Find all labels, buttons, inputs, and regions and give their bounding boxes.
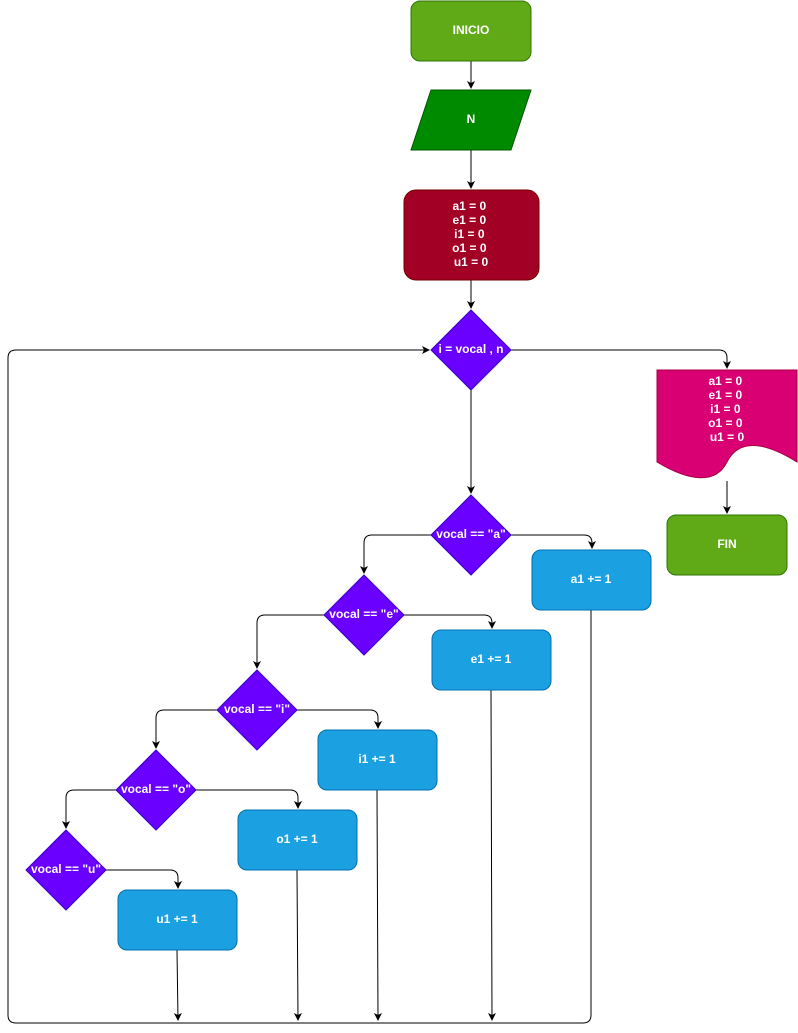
cond-i-label: vocal == "i" — [224, 702, 290, 716]
inc-o-label: o1 += 1 — [276, 832, 318, 846]
output-line: e1 = 0 — [708, 388, 742, 402]
output-line: o1 = 0 — [708, 416, 743, 430]
edge-inc-u-down — [173, 949, 182, 1021]
inc-i-node: i1 += 1 — [317, 729, 438, 791]
edge-cond-i-inc-i — [297, 709, 382, 729]
init-line: u1 = 0 — [454, 255, 489, 269]
init-label: a1 = 0 e1 = 0 i1 = 0 o1 = 0 u1 = 0 — [452, 199, 490, 269]
init-line: o1 = 0 — [452, 241, 487, 255]
init-line: a1 = 0 — [452, 199, 486, 213]
cond-o-node: vocal == "o" — [115, 749, 197, 831]
cond-e-node: vocal == "e" — [323, 574, 405, 656]
inc-i-shape — [317, 729, 438, 791]
edge-inc-o-down — [293, 869, 302, 1021]
input-node: N — [410, 89, 532, 151]
end-label: FIN — [717, 537, 736, 551]
inc-i-label: i1 += 1 — [358, 752, 396, 766]
output-line: i1 = 0 — [710, 402, 741, 416]
cond-u-node: vocal == "u" — [25, 829, 107, 911]
output-label: a1 = 0 e1 = 0 i1 = 0 o1 = 0 u1 = 0 — [708, 374, 746, 444]
cond-o-shape — [115, 749, 197, 831]
output-shape — [656, 369, 798, 479]
edge-cond-a-cond-e — [360, 534, 431, 574]
start-node: INICIO — [410, 0, 532, 62]
output-node: a1 = 0 e1 = 0 i1 = 0 o1 = 0 u1 = 0 — [656, 369, 798, 479]
edge-cond-o-cond-u — [62, 789, 116, 829]
end-shape — [666, 514, 788, 576]
cond-i-node: vocal == "i" — [216, 669, 298, 751]
edge-cond-i-cond-o — [152, 709, 217, 749]
cond-i-shape — [216, 669, 298, 751]
inc-o-node: o1 += 1 — [237, 809, 358, 871]
init-line: e1 = 0 — [452, 213, 486, 227]
loop-node: i = vocal , n — [430, 309, 512, 391]
loop-shape — [430, 309, 512, 391]
cond-e-shape — [323, 574, 405, 656]
init-line: i1 = 0 — [454, 227, 485, 241]
loop-label: i = vocal , n — [438, 342, 503, 356]
edge-inc-e-down — [487, 689, 496, 1021]
cond-a-label: vocal == "a" — [436, 527, 505, 541]
inc-e-node: e1 += 1 — [431, 629, 552, 691]
edge-cond-u-inc-u — [106, 869, 182, 889]
inc-a-shape — [531, 549, 652, 611]
edge-cond-e-inc-e — [404, 614, 496, 629]
edges — [7, 61, 731, 1024]
input-shape — [410, 89, 532, 151]
edge-cond-o-inc-o — [196, 789, 302, 809]
start-label: INICIO — [453, 23, 490, 37]
inc-o-shape — [237, 809, 358, 871]
edge-cond-a-inc-a — [511, 534, 596, 549]
end-node: FIN — [666, 514, 788, 576]
cond-a-node: vocal == "a" — [430, 494, 512, 576]
start-shape — [410, 0, 532, 62]
edge-loop-back — [7, 346, 592, 1024]
inc-e-label: e1 += 1 — [471, 652, 512, 666]
cond-u-label: vocal == "u" — [31, 862, 101, 876]
cond-u-shape — [25, 829, 107, 911]
output-line: u1 = 0 — [710, 430, 745, 444]
cond-e-label: vocal == "e" — [329, 607, 398, 621]
cond-a-shape — [430, 494, 512, 576]
init-node: a1 = 0 e1 = 0 i1 = 0 o1 = 0 u1 = 0 — [403, 189, 540, 281]
input-label: N — [467, 112, 476, 126]
edge-loop-output — [511, 349, 731, 369]
edge-inc-i-down — [373, 789, 382, 1021]
edge-cond-e-cond-i — [253, 614, 324, 669]
inc-u-shape — [117, 889, 238, 951]
inc-u-node: u1 += 1 — [117, 889, 238, 951]
inc-e-shape — [431, 629, 552, 691]
inc-a-node: a1 += 1 — [531, 549, 652, 611]
output-line: a1 = 0 — [708, 374, 742, 388]
init-shape — [403, 189, 540, 281]
cond-o-label: vocal == "o" — [121, 782, 191, 796]
inc-u-label: u1 += 1 — [156, 912, 198, 926]
inc-a-label: a1 += 1 — [571, 572, 612, 586]
